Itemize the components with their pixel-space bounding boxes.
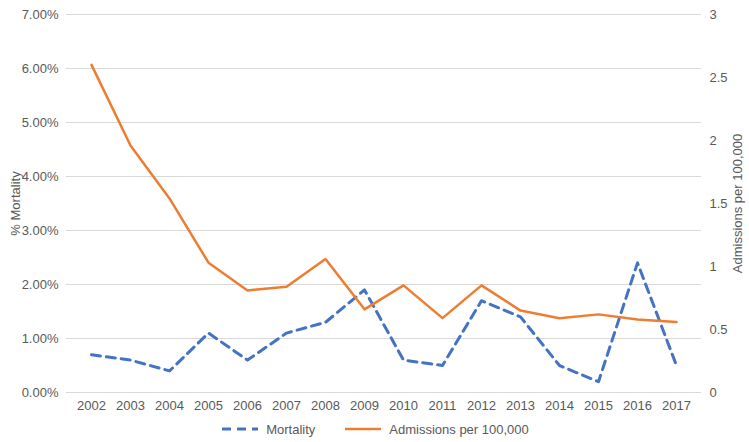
svg-text:7.00%: 7.00% bbox=[22, 7, 59, 22]
svg-text:2012: 2012 bbox=[467, 398, 496, 413]
svg-text:3: 3 bbox=[710, 7, 717, 22]
svg-text:2013: 2013 bbox=[506, 398, 535, 413]
svg-text:2014: 2014 bbox=[545, 398, 574, 413]
svg-text:Admissions per 100,000: Admissions per 100,000 bbox=[730, 134, 745, 273]
svg-text:2007: 2007 bbox=[272, 398, 301, 413]
svg-text:2002: 2002 bbox=[77, 398, 106, 413]
svg-text:1.5: 1.5 bbox=[710, 196, 728, 211]
svg-text:2005: 2005 bbox=[194, 398, 223, 413]
svg-text:2.5: 2.5 bbox=[710, 70, 728, 85]
svg-text:2.00%: 2.00% bbox=[22, 277, 59, 292]
svg-text:2010: 2010 bbox=[389, 398, 418, 413]
svg-text:2017: 2017 bbox=[662, 398, 691, 413]
svg-text:2: 2 bbox=[710, 133, 717, 148]
svg-text:0: 0 bbox=[710, 385, 717, 400]
svg-text:6.00%: 6.00% bbox=[22, 61, 59, 76]
svg-text:2016: 2016 bbox=[623, 398, 652, 413]
svg-text:3.00%: 3.00% bbox=[22, 223, 59, 238]
html-text:Mortality: Mortality bbox=[266, 421, 316, 437]
svg-text:2006: 2006 bbox=[233, 398, 262, 413]
svg-text:2011: 2011 bbox=[429, 398, 457, 413]
svg-text:% Mortality: % Mortality bbox=[8, 171, 23, 236]
svg-text:2004: 2004 bbox=[155, 398, 184, 413]
svg-text:2015: 2015 bbox=[584, 398, 613, 413]
svg-text:1.00%: 1.00% bbox=[22, 331, 59, 346]
svg-text:2009: 2009 bbox=[350, 398, 379, 413]
svg-text:2003: 2003 bbox=[116, 398, 145, 413]
svg-text:0.5: 0.5 bbox=[710, 322, 728, 337]
svg-text:1: 1 bbox=[710, 259, 717, 274]
svg-text:4.00%: 4.00% bbox=[22, 169, 59, 184]
svg-text:5.00%: 5.00% bbox=[22, 115, 59, 130]
html-text:Admissions per 100,000: Admissions per 100,000 bbox=[389, 421, 529, 437]
svg-text:0.00%: 0.00% bbox=[22, 385, 59, 400]
svg-text:2008: 2008 bbox=[311, 398, 340, 413]
